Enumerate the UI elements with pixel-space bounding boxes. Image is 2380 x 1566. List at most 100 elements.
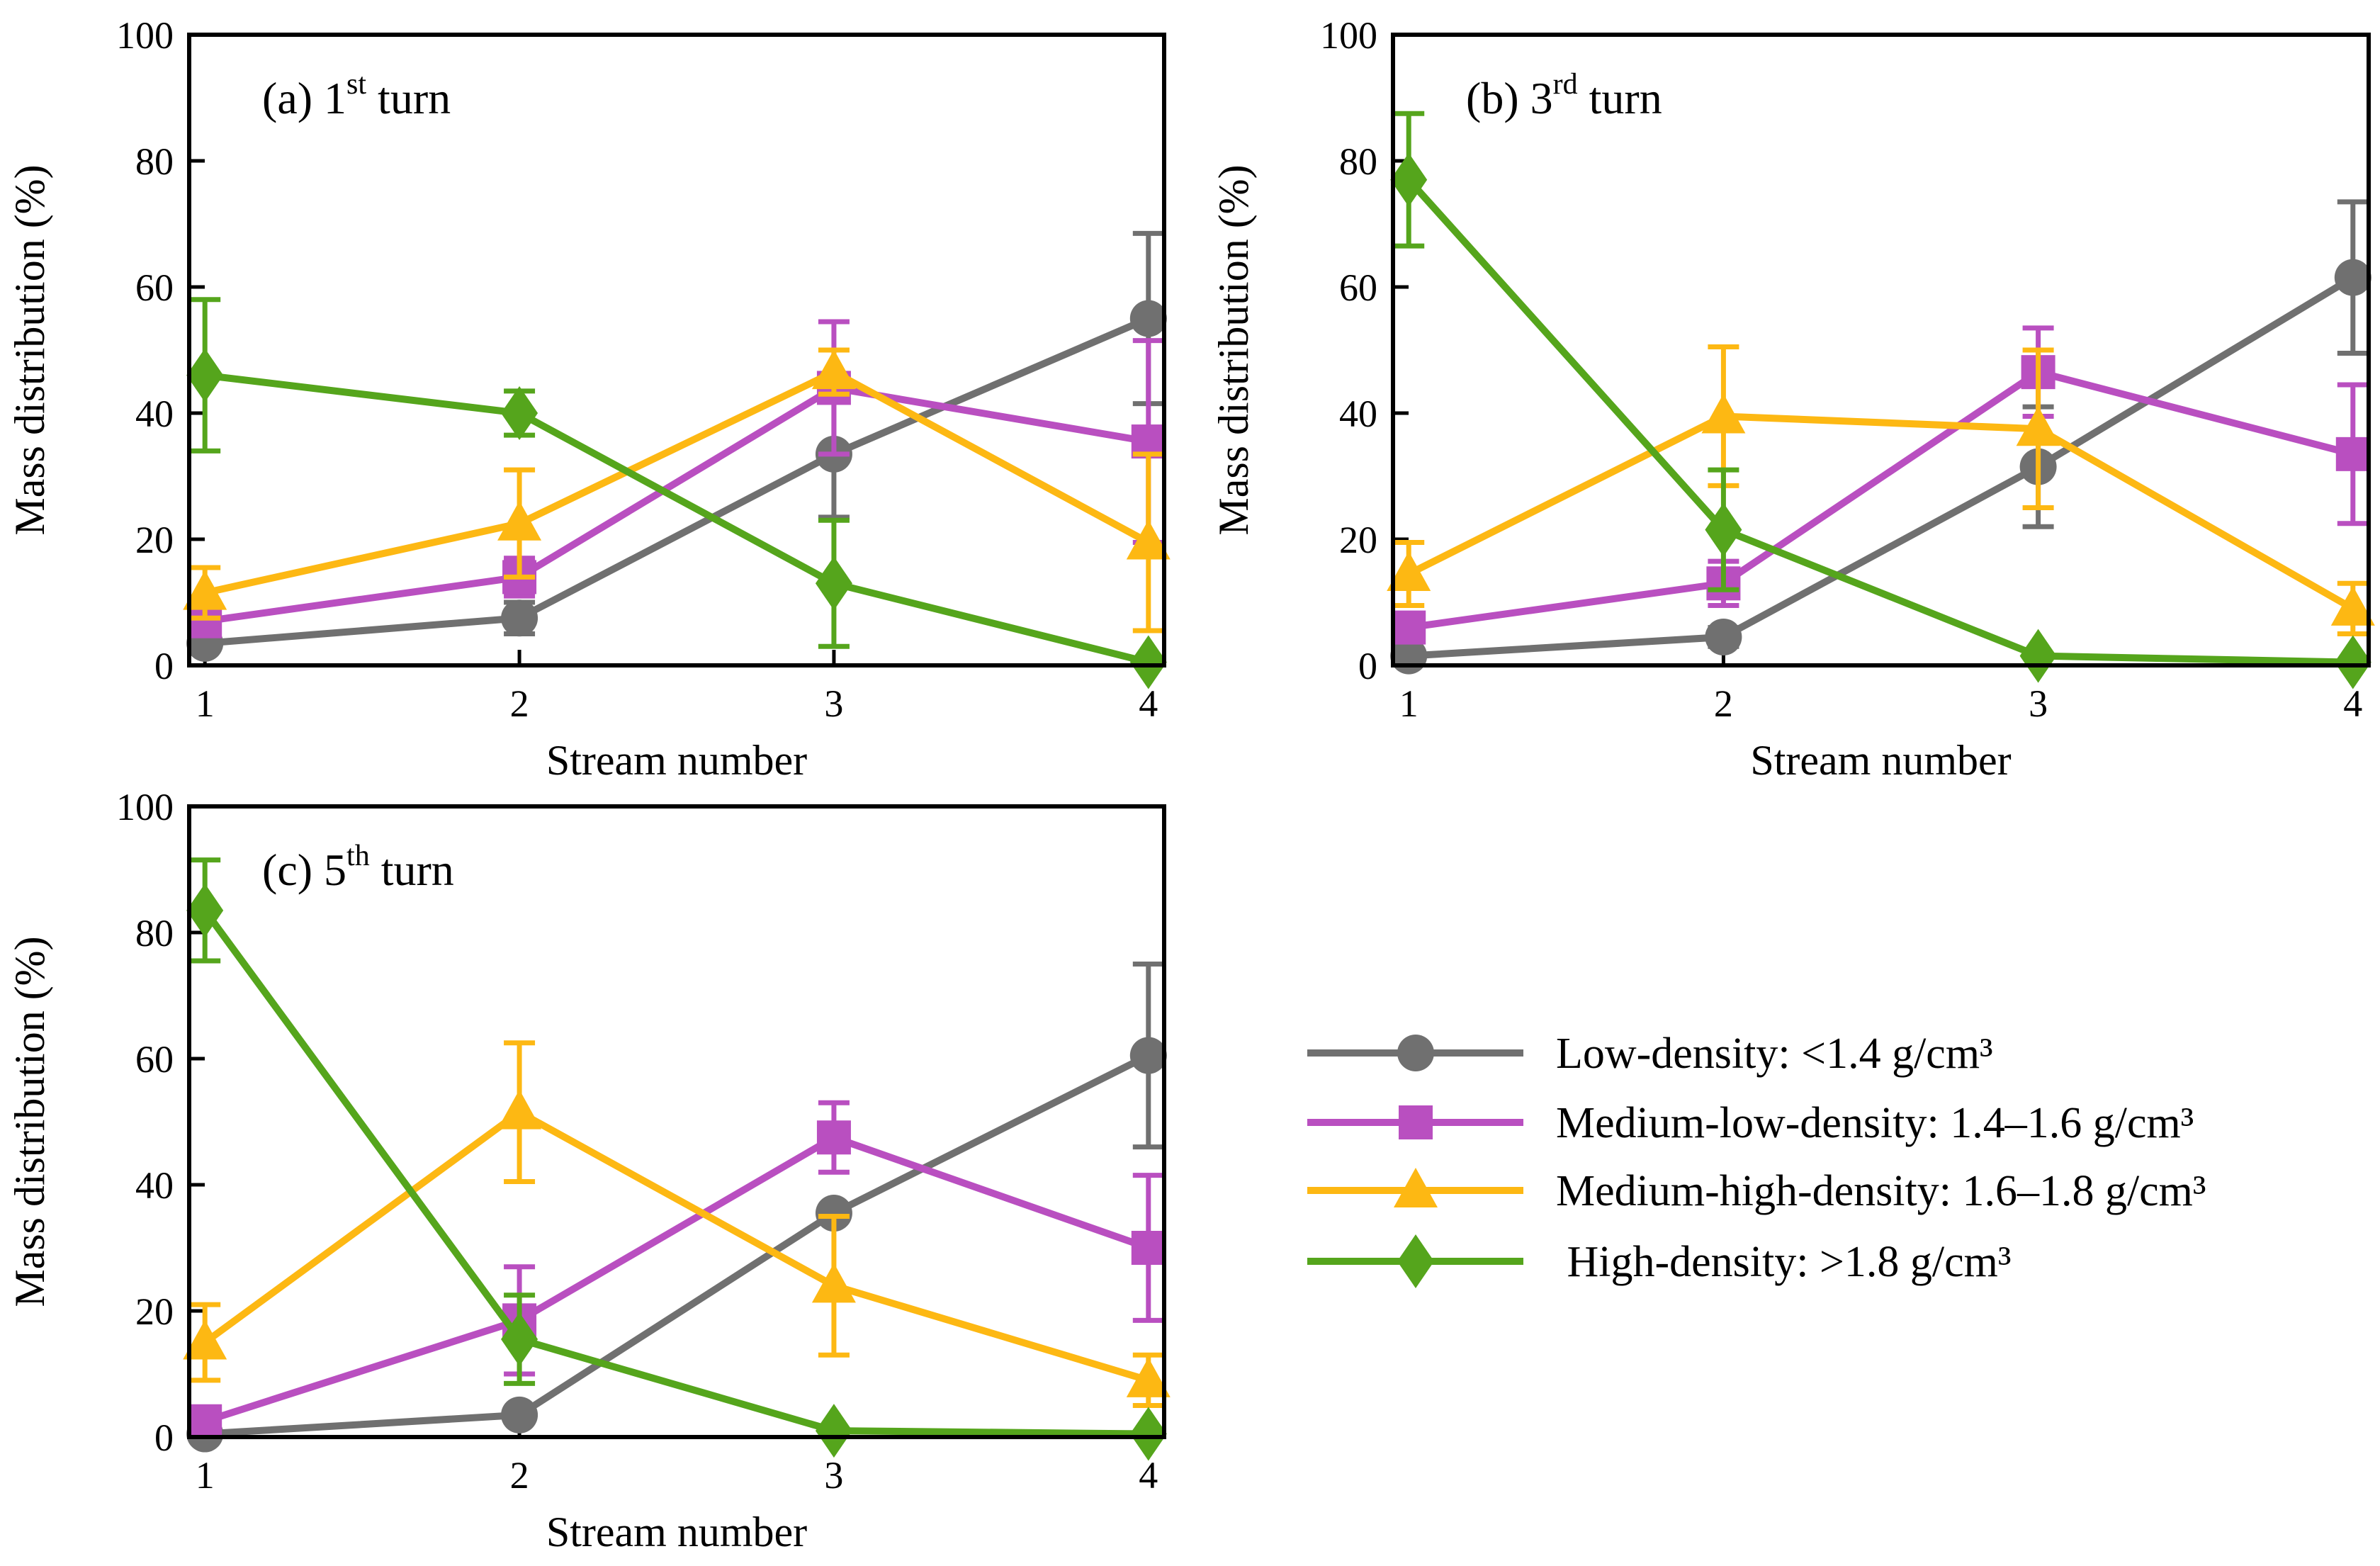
panel-title-superscript: st (346, 68, 366, 101)
panel-title-suffix: turn (366, 73, 451, 123)
legend-item-high: High-density: >1.8 g/cm³ (1307, 1234, 2012, 1288)
x-tick-label: 4 (2343, 682, 2362, 725)
y-tick-label: 100 (1320, 14, 1377, 57)
panel-title: (b) 3rd turn (1466, 68, 1662, 123)
legend-marker (1397, 1234, 1434, 1288)
data-point (811, 1263, 856, 1303)
x-tick-label: 3 (824, 1454, 843, 1497)
data-point (501, 1396, 538, 1433)
data-point (2330, 585, 2375, 626)
y-axis-label: Mass distribution (%) (6, 936, 53, 1307)
x-tick-label: 3 (824, 682, 843, 725)
x-tick-label: 3 (2029, 682, 2048, 725)
chart-panel-1: 0 20 40 60 80 100 1 2 3 4 Stream number Mass distri… (6, 14, 1171, 784)
legend-label: Medium-high-density: 1.6–1.8 g/cm³ (1556, 1167, 2206, 1215)
data-point (1129, 1037, 1167, 1074)
y-tick-label: 0 (1358, 645, 1377, 687)
legend-marker (1399, 1105, 1433, 1139)
x-tick-label: 2 (1714, 682, 1733, 725)
y-tick-label: 60 (135, 1038, 174, 1081)
x-tick-label: 2 (510, 1454, 529, 1497)
x-tick-label: 1 (1399, 682, 1419, 725)
y-tick-label: 80 (1339, 140, 1377, 183)
legend-item-low: Low-density: <1.4 g/cm³ (1307, 1030, 1993, 1078)
legend-label: Medium-low-density: 1.4–1.6 g/cm³ (1556, 1099, 2194, 1147)
legend-item-medlow: Medium-low-density: 1.4–1.6 g/cm³ (1307, 1099, 2194, 1147)
y-axis-label: Mass distribution (%) (1210, 164, 1257, 535)
data-point (186, 883, 224, 937)
panel-title-label: (a) 1 (262, 73, 346, 123)
data-point (183, 570, 227, 610)
y-tick-label: 20 (1339, 519, 1377, 561)
y-axis-label: Mass distribution (%) (6, 164, 53, 535)
series-high (186, 297, 1167, 689)
data-point (811, 349, 856, 390)
data-point (2334, 635, 2371, 689)
plot-frame (187, 33, 1166, 667)
y-tick-label: 100 (116, 786, 174, 828)
x-axis-label: Stream number (546, 1509, 807, 1555)
panel-title-suffix: turn (370, 845, 454, 895)
chart-panel-2: 0 20 40 60 80 100 1 2 3 4 Stream number Mass distri… (1210, 14, 2375, 784)
x-axis-label: Stream number (546, 737, 807, 784)
series-line (202, 908, 1149, 1438)
legend-label: Low-density: <1.4 g/cm³ (1556, 1030, 1993, 1078)
legend-marker (1394, 1168, 1438, 1207)
y-tick-label: 0 (154, 1416, 174, 1459)
data-point (188, 1404, 222, 1438)
y-tick-label: 0 (154, 645, 174, 687)
panel-title-label: (b) 3 (1466, 73, 1553, 123)
data-point (1126, 519, 1171, 560)
data-point (497, 1089, 542, 1130)
series-line (204, 384, 1149, 625)
data-point (1126, 1357, 1171, 1397)
data-point (501, 1312, 538, 1367)
series-medhigh (1387, 344, 2375, 636)
data-point (1387, 551, 1431, 591)
data-point (815, 556, 852, 611)
data-point (2019, 629, 2057, 683)
y-tick-label: 60 (135, 266, 174, 309)
data-point (1392, 610, 1426, 645)
panel-title-superscript: rd (1553, 68, 1578, 101)
x-tick-label: 1 (196, 682, 215, 725)
series-line (203, 1134, 1150, 1425)
y-tick-label: 40 (135, 393, 174, 435)
data-point (1131, 1231, 1166, 1265)
panel-title-suffix: turn (1578, 73, 1662, 123)
series-line (204, 1052, 1151, 1438)
series-line (203, 1108, 1150, 1384)
data-point (1129, 635, 1167, 689)
legend-marker (1397, 1035, 1434, 1071)
data-point (497, 500, 542, 541)
plot-area (189, 806, 1164, 1437)
plot-frame (1391, 33, 2371, 667)
legend-item-medhigh: Medium-high-density: 1.6–1.8 g/cm³ (1307, 1167, 2206, 1215)
x-axis-label: Stream number (1750, 737, 2011, 784)
y-tick-label: 40 (135, 1164, 174, 1207)
data-point (1701, 393, 1746, 434)
x-tick-label: 2 (510, 682, 529, 725)
legend: Low-density: <1.4 g/cm³ Medium-low-densit… (1307, 1030, 2206, 1288)
series-high (1390, 111, 2371, 689)
series-line (204, 315, 1150, 647)
data-point (2335, 436, 2370, 471)
series-line (1406, 412, 2355, 612)
series-line (1408, 274, 2355, 660)
data-point (816, 1120, 851, 1155)
panel-title: (c) 5th turn (262, 840, 454, 895)
data-point (815, 1404, 852, 1458)
series-medhigh (183, 347, 1171, 633)
data-point (1390, 152, 1428, 207)
series-line (204, 371, 1150, 666)
y-tick-label: 80 (135, 140, 174, 183)
data-point (1705, 618, 1742, 655)
series-line (1406, 177, 2353, 666)
series-high (186, 857, 1167, 1461)
series-line (1408, 368, 2354, 631)
plot-area (189, 35, 1164, 665)
panel-title-label: (c) 5 (262, 845, 346, 895)
plot-area (1393, 35, 2369, 665)
data-point (501, 599, 538, 637)
